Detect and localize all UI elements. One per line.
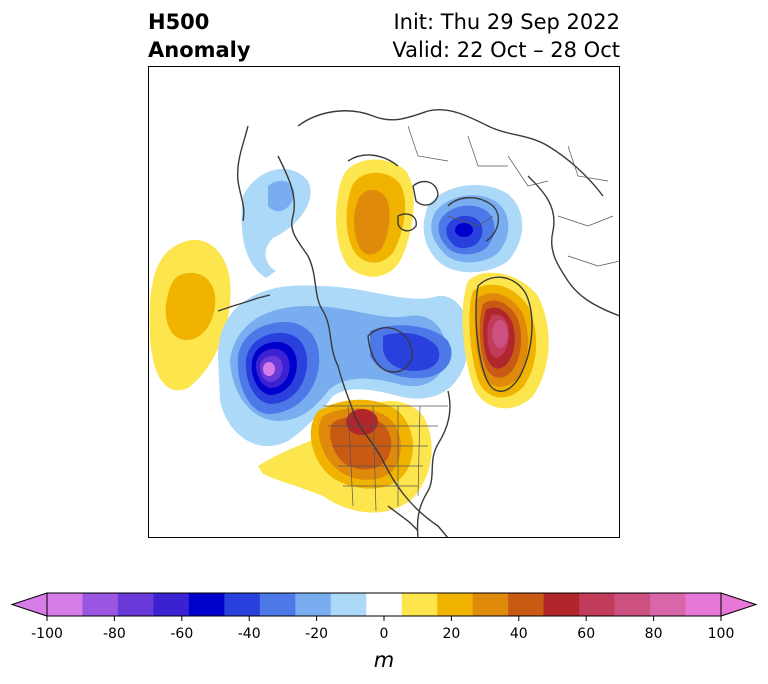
- colorbar-cell: [650, 593, 687, 616]
- colorbar-tick-label: 0: [380, 626, 389, 642]
- colorbar-tick-label: -80: [103, 626, 126, 642]
- colorbar-cell: [224, 593, 261, 616]
- title-field: Anomaly: [148, 38, 251, 62]
- colorbar-cell: [259, 593, 296, 616]
- colorbar-cells: [10, 592, 758, 617]
- colorbar-cell: [614, 593, 651, 616]
- colorbar-cell: [153, 593, 190, 616]
- valid-range: Valid: 22 Oct – 28 Oct: [392, 38, 620, 62]
- colorbar-cell: [188, 593, 225, 616]
- pacific-positive-anomaly: [149, 239, 231, 391]
- coastlines: [217, 109, 620, 538]
- map-title-left: H500 Anomaly: [148, 8, 251, 64]
- colorbar-extend-high: [720, 592, 758, 617]
- title-variable: H500: [148, 10, 210, 34]
- init-date: Init: Thu 29 Sep 2022: [393, 10, 620, 34]
- colorbar-tick-label: -100: [31, 626, 63, 642]
- colorbar-cell: [47, 593, 83, 616]
- colorbar-tick-label: 20: [442, 626, 460, 642]
- colorbar-extend-low: [10, 592, 48, 617]
- anomaly-map: [148, 66, 620, 538]
- colorbar-tick-label: 100: [708, 626, 735, 642]
- colorbar-cell: [543, 593, 580, 616]
- map-title-right: Init: Thu 29 Sep 2022 Valid: 22 Oct – 28…: [392, 8, 620, 64]
- siberia-positive-anomaly: [336, 159, 414, 277]
- colorbar-unit-label: m: [374, 648, 394, 672]
- political-borders: [323, 125, 620, 512]
- colorbar-cell: [437, 593, 474, 616]
- colorbar-cell: [82, 593, 119, 616]
- colorbar-cell: [117, 593, 154, 616]
- colorbar-ticks: -100 -80 -60 -40 -20 0 20 40 60 80 100: [31, 616, 734, 642]
- canada-negative-anomaly: [218, 285, 469, 447]
- colorbar-tick-label: 60: [577, 626, 595, 642]
- colorbar-cell: [472, 593, 509, 616]
- colorbar-tick-label: 80: [645, 626, 663, 642]
- colorbar-cell: [366, 593, 403, 616]
- colorbar-tick-label: -20: [305, 626, 328, 642]
- colorbar-cell: [401, 593, 438, 616]
- colorbar-cell: [330, 593, 367, 616]
- colorbar-cell: [685, 593, 722, 616]
- colorbar-cell: [295, 593, 332, 616]
- colorbar-cell: [508, 593, 545, 616]
- colorbar-tick-label: -60: [170, 626, 193, 642]
- colorbar-cell: [579, 593, 616, 616]
- colorbar-tick-label: 40: [510, 626, 528, 642]
- colorbar: -100 -80 -60 -40 -20 0 20 40 60 80 100 m: [10, 592, 758, 672]
- colorbar-tick-label: -40: [238, 626, 261, 642]
